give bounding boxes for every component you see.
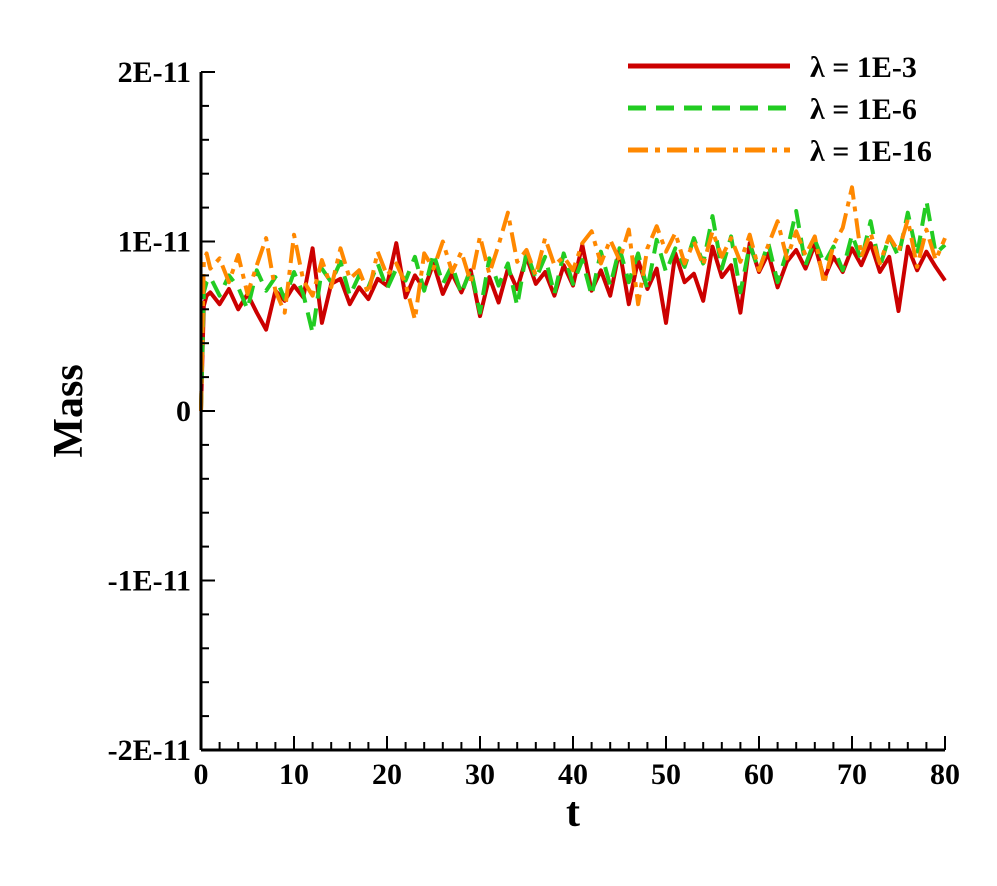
y-tick-label: 2E-11 <box>118 56 191 89</box>
series-line-3 <box>199 185 947 412</box>
y-tick-label: 0 <box>176 395 191 428</box>
x-tick-label: 30 <box>465 758 495 791</box>
y-tick-label: -1E-11 <box>108 565 191 598</box>
legend-label-2: λ = 1E-6 <box>810 93 917 126</box>
x-tick-label: 40 <box>558 758 588 791</box>
y-tick-label: -2E-11 <box>108 734 191 767</box>
series-line-1 <box>199 241 947 412</box>
x-axis-label: t <box>566 790 580 836</box>
x-tick-label: 70 <box>837 758 867 791</box>
tick-labels: 0 10 20 30 40 50 60 70 80 -2E-11 -1E-11 0 1E-11 2E-11 <box>108 56 960 791</box>
legend-label-3: λ = 1E-16 <box>810 135 932 168</box>
x-tick-label: 20 <box>372 758 402 791</box>
axis-ticks <box>200 71 946 751</box>
x-tick-label: 10 <box>279 758 309 791</box>
x-tick-label: 80 <box>930 758 960 791</box>
x-tick-label: 0 <box>194 758 209 791</box>
legend: λ = 1E-3 λ = 1E-6 λ = 1E-16 <box>628 51 932 168</box>
x-tick-label: 60 <box>744 758 774 791</box>
series-lines <box>199 185 947 412</box>
axes <box>199 72 945 752</box>
y-tick-label: 1E-11 <box>118 226 191 259</box>
series-line-2 <box>199 198 947 412</box>
x-tick-label: 50 <box>651 758 681 791</box>
y-axis-label: Mass <box>46 364 92 457</box>
legend-label-1: λ = 1E-3 <box>810 51 917 84</box>
